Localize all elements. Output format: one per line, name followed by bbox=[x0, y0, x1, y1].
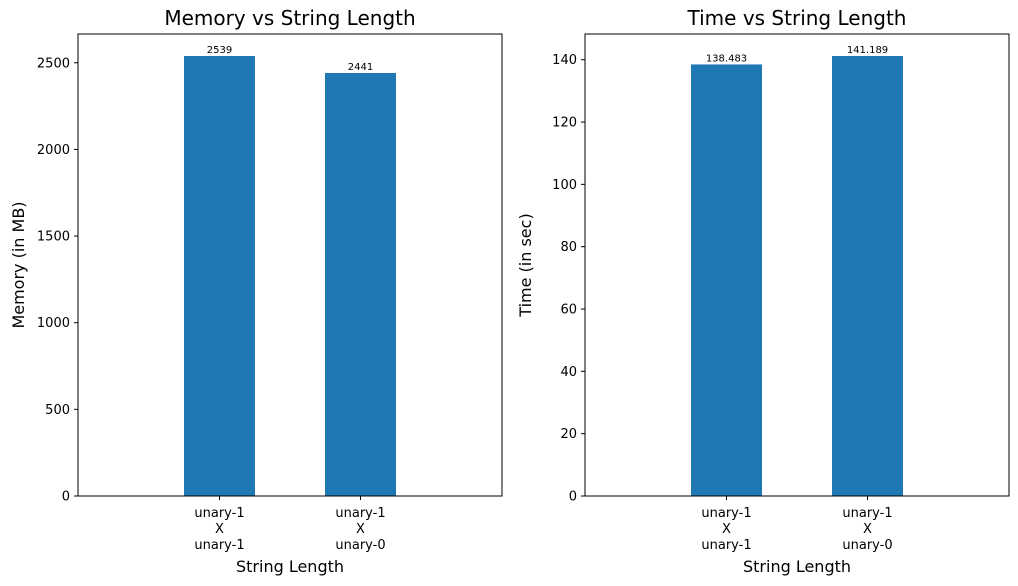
time-xtick-label-line: unary-1 bbox=[701, 538, 751, 553]
time-bar-value-label: 141.189 bbox=[847, 45, 888, 56]
memory-bar-value-label: 2539 bbox=[207, 45, 232, 56]
memory-ytick-label: 500 bbox=[45, 403, 70, 418]
time-xtick-label-line: unary-0 bbox=[842, 538, 892, 553]
memory-xtick-label-line: unary-0 bbox=[335, 538, 385, 553]
memory-x-axis-label: String Length bbox=[236, 557, 344, 576]
time-ytick-label: 140 bbox=[552, 53, 577, 68]
time-ytick-label: 20 bbox=[560, 427, 577, 442]
time-bar-value-label: 138.483 bbox=[706, 53, 747, 64]
memory-ytick-label: 1000 bbox=[37, 316, 70, 331]
time-ytick-label: 120 bbox=[552, 116, 577, 131]
memory-ytick-label: 0 bbox=[62, 490, 70, 505]
memory-bar-1 bbox=[184, 56, 255, 497]
time-bar-2 bbox=[832, 56, 903, 496]
memory-ytick-label: 2500 bbox=[37, 56, 70, 71]
memory-y-axis-label: Memory (in MB) bbox=[9, 201, 28, 328]
time-ytick-label: 40 bbox=[560, 365, 577, 380]
time-ytick-label: 80 bbox=[560, 240, 577, 255]
time-xtick-label-line: unary-1 bbox=[701, 506, 751, 521]
time-x-axis-label: String Length bbox=[743, 557, 851, 576]
memory-bar-value-label: 2441 bbox=[348, 62, 373, 73]
memory-ytick-label: 2000 bbox=[37, 143, 70, 158]
memory-xtick-label-line: unary-1 bbox=[194, 538, 244, 553]
memory-xtick-label-line: X bbox=[215, 522, 224, 537]
memory-bar-2 bbox=[325, 72, 396, 496]
memory-xtick-label-line: X bbox=[356, 522, 365, 537]
time-bar-1 bbox=[691, 64, 762, 496]
time-axes-frame bbox=[584, 33, 1010, 497]
memory-xtick-label-line: unary-1 bbox=[335, 506, 385, 521]
memory-ytick-label: 1500 bbox=[37, 230, 70, 245]
time-xtick-label-line: unary-1 bbox=[842, 506, 892, 521]
memory-axes-frame bbox=[77, 33, 503, 497]
time-xtick-label-line: X bbox=[722, 522, 731, 537]
time-y-axis-label: Time (in sec) bbox=[516, 213, 535, 317]
memory-xtick-label-line: unary-1 bbox=[194, 506, 244, 521]
memory-chart-title: Memory vs String Length bbox=[164, 6, 415, 30]
time-chart-title: Time vs String Length bbox=[687, 6, 907, 30]
time-ytick-label: 100 bbox=[552, 178, 577, 193]
time-xtick-label-line: X bbox=[863, 522, 872, 537]
time-ytick-label: 0 bbox=[569, 490, 577, 505]
time-ytick-label: 60 bbox=[560, 303, 577, 318]
